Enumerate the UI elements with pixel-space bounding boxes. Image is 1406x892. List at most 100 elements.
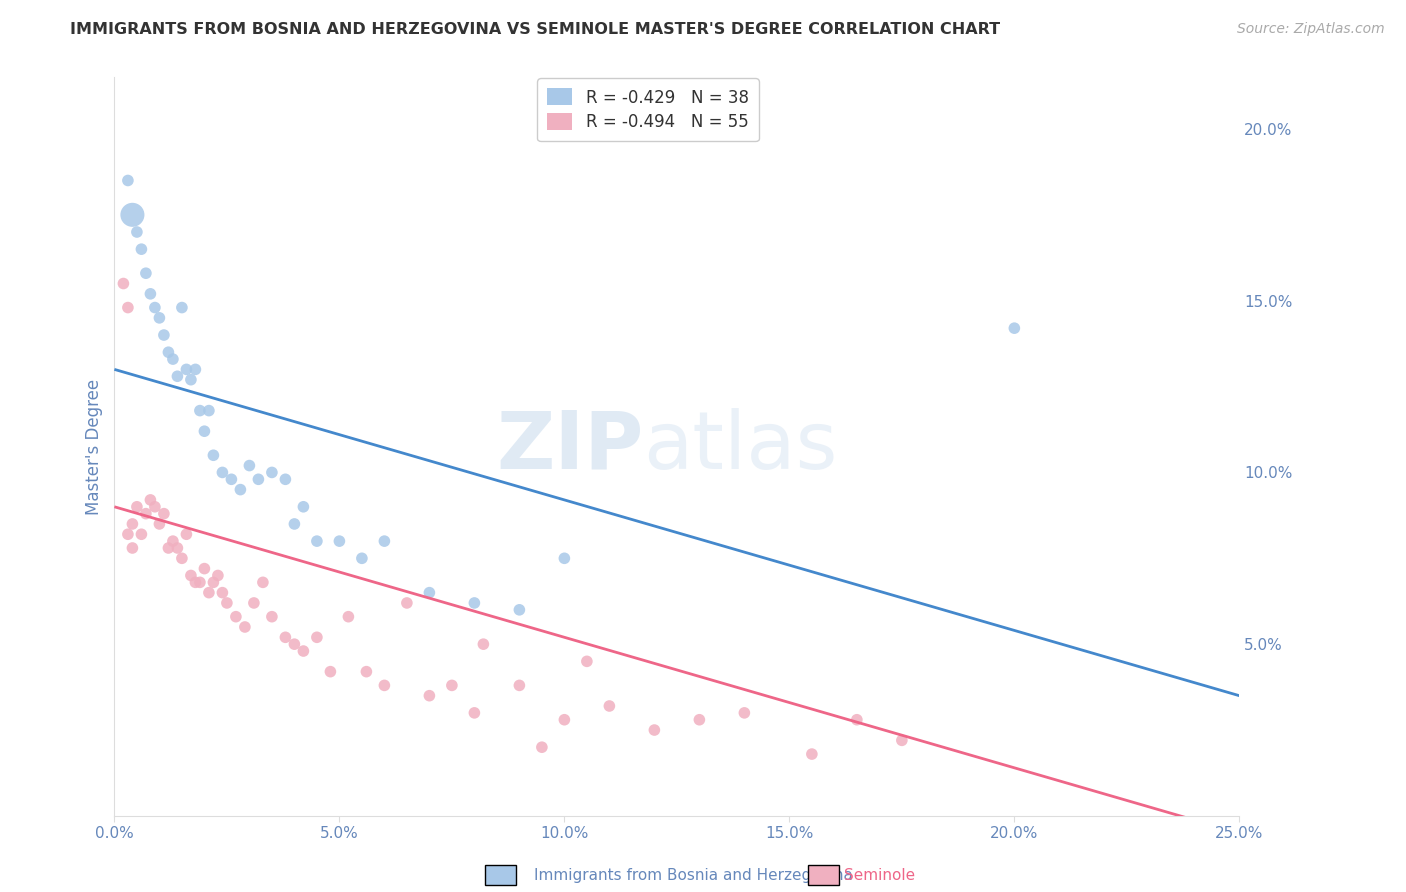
Point bbox=[170, 301, 193, 315]
Point bbox=[139, 286, 162, 301]
Point bbox=[170, 551, 193, 566]
Point bbox=[890, 733, 912, 747]
Point bbox=[274, 472, 297, 486]
Point bbox=[112, 277, 135, 291]
Point bbox=[148, 310, 170, 325]
Text: IMMIGRANTS FROM BOSNIA AND HERZEGOVINA VS SEMINOLE MASTER'S DEGREE CORRELATION C: IMMIGRANTS FROM BOSNIA AND HERZEGOVINA V… bbox=[70, 22, 1001, 37]
Text: Source: ZipAtlas.com: Source: ZipAtlas.com bbox=[1237, 22, 1385, 37]
Point bbox=[845, 713, 868, 727]
Point bbox=[143, 500, 166, 514]
Point bbox=[117, 301, 139, 315]
Point bbox=[463, 596, 485, 610]
Point bbox=[184, 575, 207, 590]
Point bbox=[733, 706, 755, 720]
Point bbox=[350, 551, 373, 566]
Point bbox=[440, 678, 463, 692]
Point bbox=[211, 585, 233, 599]
Point bbox=[395, 596, 418, 610]
Point bbox=[283, 516, 305, 531]
Point bbox=[356, 665, 378, 679]
Point bbox=[688, 713, 710, 727]
Point bbox=[238, 458, 260, 473]
Point bbox=[162, 352, 184, 367]
Point bbox=[472, 637, 495, 651]
Point bbox=[153, 328, 176, 343]
Point bbox=[193, 424, 215, 438]
Point bbox=[180, 568, 202, 582]
Point bbox=[553, 713, 575, 727]
Point bbox=[508, 603, 530, 617]
Point bbox=[121, 541, 143, 555]
Text: Seminole: Seminole bbox=[844, 869, 915, 883]
Point bbox=[252, 575, 274, 590]
Point bbox=[247, 472, 270, 486]
Legend: R = -0.429   N = 38, R = -0.494   N = 55: R = -0.429 N = 38, R = -0.494 N = 55 bbox=[537, 78, 759, 142]
Point bbox=[131, 242, 153, 256]
Point bbox=[143, 301, 166, 315]
Point bbox=[125, 500, 148, 514]
Point bbox=[283, 637, 305, 651]
Point bbox=[260, 609, 283, 624]
Point bbox=[148, 516, 170, 531]
Point bbox=[166, 541, 188, 555]
Point bbox=[260, 466, 283, 480]
Text: ZIP: ZIP bbox=[496, 408, 643, 485]
Point bbox=[121, 516, 143, 531]
Point bbox=[418, 585, 440, 599]
Point bbox=[184, 362, 207, 376]
Point bbox=[131, 527, 153, 541]
Point bbox=[553, 551, 575, 566]
Point bbox=[153, 507, 176, 521]
Point bbox=[135, 507, 157, 521]
Point bbox=[1002, 321, 1025, 335]
Point bbox=[135, 266, 157, 280]
Point bbox=[193, 561, 215, 575]
Point bbox=[166, 369, 188, 384]
Point bbox=[274, 630, 297, 644]
Point bbox=[125, 225, 148, 239]
Point bbox=[328, 534, 350, 549]
Point bbox=[418, 689, 440, 703]
Point bbox=[337, 609, 360, 624]
Point bbox=[211, 466, 233, 480]
Point bbox=[176, 362, 198, 376]
Point bbox=[233, 620, 256, 634]
Text: atlas: atlas bbox=[643, 408, 838, 485]
Point bbox=[207, 568, 229, 582]
Point bbox=[162, 534, 184, 549]
Point bbox=[319, 665, 342, 679]
Point bbox=[176, 527, 198, 541]
Point bbox=[800, 747, 823, 761]
Point bbox=[643, 723, 665, 737]
Point bbox=[530, 740, 553, 755]
Point bbox=[180, 373, 202, 387]
Point bbox=[198, 403, 221, 417]
Point bbox=[215, 596, 238, 610]
Point bbox=[373, 678, 395, 692]
Point bbox=[157, 345, 180, 359]
Point bbox=[117, 173, 139, 187]
Point bbox=[598, 698, 620, 713]
Point bbox=[198, 585, 221, 599]
Point bbox=[229, 483, 252, 497]
Text: Immigrants from Bosnia and Herzegovina: Immigrants from Bosnia and Herzegovina bbox=[534, 869, 853, 883]
Point bbox=[243, 596, 266, 610]
Point bbox=[463, 706, 485, 720]
Point bbox=[225, 609, 247, 624]
Point bbox=[202, 575, 225, 590]
Point bbox=[305, 630, 328, 644]
Point bbox=[305, 534, 328, 549]
Point bbox=[121, 208, 143, 222]
Point bbox=[188, 403, 211, 417]
Point bbox=[508, 678, 530, 692]
Point bbox=[221, 472, 243, 486]
Point bbox=[139, 492, 162, 507]
Point bbox=[202, 448, 225, 462]
Point bbox=[575, 654, 598, 668]
Point bbox=[188, 575, 211, 590]
Point bbox=[292, 644, 315, 658]
Point bbox=[157, 541, 180, 555]
Y-axis label: Master's Degree: Master's Degree bbox=[86, 378, 103, 515]
Point bbox=[292, 500, 315, 514]
Point bbox=[373, 534, 395, 549]
